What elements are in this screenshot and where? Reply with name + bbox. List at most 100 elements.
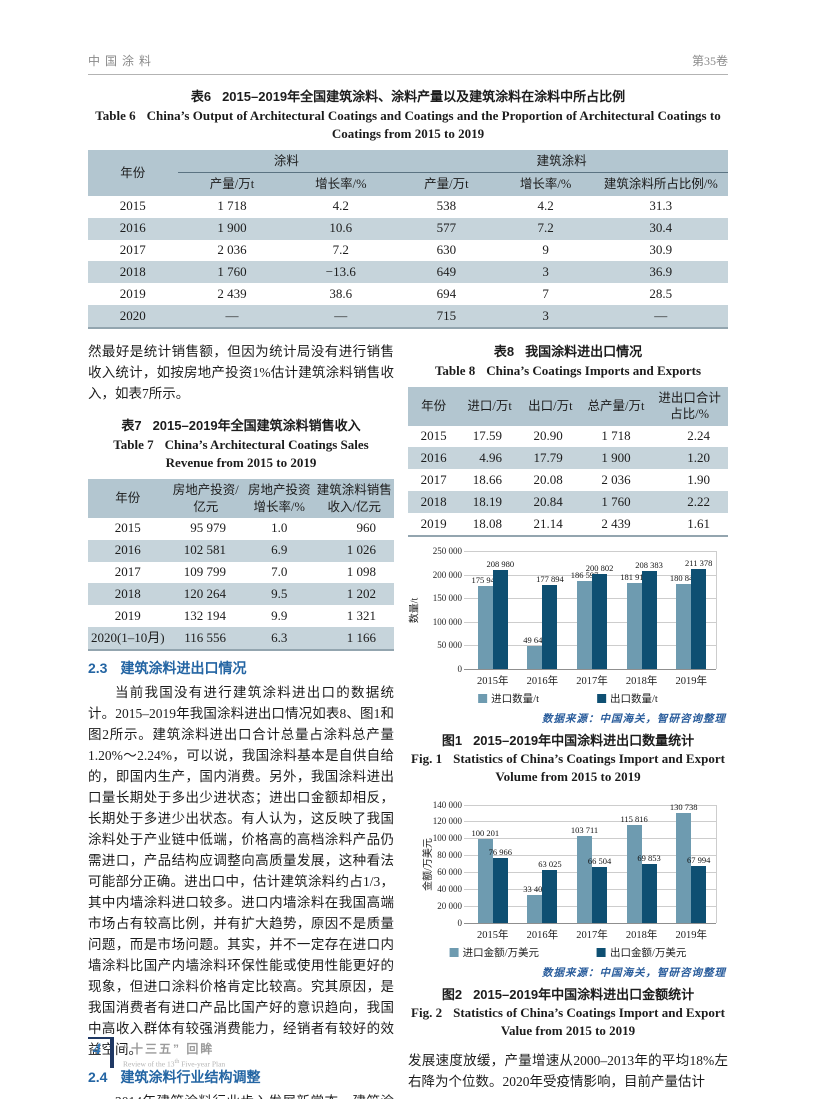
- table6-subheader: 产量/万t: [177, 172, 287, 196]
- bar: [641, 571, 657, 670]
- bar: [592, 866, 607, 923]
- table-cell: 2017: [114, 564, 141, 580]
- bar-value-label: 103 711: [570, 824, 599, 835]
- legend-item: 出口金额/万美元: [597, 945, 686, 960]
- table8-header: 进出口合计占比/%: [651, 387, 728, 426]
- page-number-box: 4: [88, 1037, 114, 1068]
- figure2-label-zh: 图2: [441, 986, 463, 1002]
- table6-title-zh: 2015–2019年全国建筑涂料、涂料产量以及建筑涂料在涂料中所占比例: [222, 89, 626, 104]
- x-tick-label: 2017年: [576, 676, 608, 688]
- table6: 年份 涂料 建筑涂料 产量/万t 增长率/% 产量/万t 增长率/% 建筑涂料所…: [88, 150, 728, 330]
- table8-label-zh: 表8: [493, 344, 515, 360]
- y-tick-label: 100 000: [432, 833, 462, 844]
- legend-swatch-icon: [478, 694, 488, 704]
- table7-header: 房地产投资/亿元: [167, 479, 245, 518]
- bar: [577, 581, 592, 670]
- chart-source-note: 数据来源：中国海关，智研咨询整理: [542, 967, 726, 979]
- bar: [477, 586, 493, 670]
- section-heading-2-4: 2.4 建筑涂料行业结构调整: [88, 1069, 261, 1086]
- table-cell: 28.5: [649, 285, 673, 301]
- table-cell: 17.79: [533, 449, 563, 465]
- gridline: [464, 669, 716, 671]
- x-tick-label: 2016年: [526, 676, 559, 688]
- bar-value-label: 115 816: [620, 813, 648, 824]
- table-cell: 2020(1–10月): [90, 629, 165, 645]
- table-cell: 2017: [420, 471, 447, 487]
- table7-label-zh: 表7: [121, 418, 142, 434]
- table-cell: —: [225, 307, 239, 323]
- figure1-caption-zh: 2015–2019年中国涂料进出口数量统计: [473, 733, 695, 749]
- table-row: 2018 120 264 9.5 1 202: [88, 583, 394, 606]
- table-cell: 2015: [114, 520, 141, 536]
- bar: [492, 570, 508, 670]
- table-cell: 9.9: [271, 607, 288, 623]
- bar-value-label: 181 915: [620, 572, 648, 583]
- y-tick-label: 0: [457, 917, 463, 928]
- table-row: 2016 102 581 6.9 1 026: [88, 539, 394, 562]
- table-cell: 2015: [420, 428, 447, 444]
- table-cell: 30.9: [649, 242, 673, 257]
- x-tick-label: 2018年: [625, 676, 658, 688]
- table-cell: 649: [436, 263, 457, 279]
- table8-title-en: China’s Coatings Imports and Exports: [486, 362, 702, 378]
- table-cell: 2 036: [217, 242, 247, 257]
- y-tick-label: 80 000: [437, 850, 462, 861]
- table-cell: 1 026: [346, 542, 376, 558]
- table-cell: 1.20: [687, 449, 710, 465]
- table-row: 2018 18.19 20.84 1 760 2.22: [408, 491, 728, 514]
- plot-right-border: [716, 551, 717, 670]
- figure1-label-zh: 图1: [441, 733, 463, 749]
- table-row: 2015 1 718 4.2 538 4.2 31.3: [88, 196, 728, 218]
- table-cell: 4.96: [479, 449, 502, 465]
- gridline: [464, 922, 716, 924]
- bar-value-label: 49 643: [523, 635, 547, 646]
- table-cell: —: [654, 307, 668, 323]
- bar: [641, 863, 657, 923]
- bar: [676, 812, 692, 923]
- figure2-caption-en: Statistics of China’s Coatings Import an…: [453, 1004, 725, 1038]
- table-cell: 120 264: [183, 585, 227, 601]
- table-cell: 38.6: [329, 285, 353, 301]
- table7-title-zh: 2015–2019年全国建筑涂料销售收入: [152, 418, 361, 434]
- legend-swatch-icon: [449, 947, 459, 957]
- table-row: 2017 109 799 7.0 1 098: [88, 562, 394, 584]
- bar-value-label: 200 802: [585, 563, 614, 574]
- bar: [527, 646, 543, 670]
- table-cell: 6.9: [271, 542, 288, 558]
- table6-subheader: 增长率/%: [497, 172, 594, 196]
- table8-header: 进口/万t: [459, 387, 520, 426]
- left-column: 然最好是统计销售额，但因为统计局没有进行销售收入统计，如按房地产投资1%估计建筑…: [88, 341, 394, 1099]
- table-row: 2017 2 036 7.2 630 9 30.9: [88, 240, 728, 262]
- gridline: [464, 574, 716, 576]
- table-cell: 694: [436, 285, 457, 301]
- section-heading-2-3: 2.3 建筑涂料进出口情况: [88, 660, 247, 677]
- bar: [477, 838, 493, 923]
- x-tick-label: 2015年: [477, 676, 509, 688]
- footer-title-en: Review of the 13th Five-year Plan: [123, 1058, 226, 1069]
- table7-title: 表7 2015–2019年全国建筑涂料销售收入 Table 7 China’s Ar…: [88, 417, 394, 472]
- table-cell: 1 166: [346, 629, 376, 645]
- table-cell: 132 194: [183, 607, 227, 623]
- legend-swatch-icon: [597, 947, 606, 957]
- table8-label-en: Table 8: [434, 362, 476, 378]
- volume-label: 第35卷: [691, 54, 728, 68]
- table-cell: −13.6: [325, 263, 356, 279]
- legend-label: 出口金额/万美元: [610, 947, 687, 959]
- bar: [592, 574, 607, 670]
- bar-value-label: 180 840: [669, 573, 698, 584]
- table8-header: 总产量/万t: [580, 387, 652, 426]
- bar: [492, 857, 508, 923]
- y-tick-label: 120 000: [432, 816, 462, 827]
- paragraph: 然最好是统计销售额，但因为统计局没有进行销售收入统计，如按房地产投资1%估计建筑…: [88, 344, 394, 402]
- y-tick-label: 100 000: [432, 616, 462, 627]
- table7-header: 房地产投资增长率/%: [244, 479, 315, 518]
- table-cell: —: [334, 307, 348, 323]
- bar-value-label: 76 966: [488, 846, 512, 857]
- table-cell: 30.4: [649, 220, 673, 236]
- y-axis-title: 金额/万美元: [422, 837, 434, 891]
- paragraph: 当前我国没有进行建筑涂料进出口的数据统计。2015–2019年我国涂料进出口情况…: [88, 685, 394, 1058]
- x-tick-label: 2016年: [526, 929, 559, 941]
- legend-label: 出口数量/t: [610, 694, 658, 706]
- table-cell: 10.6: [329, 220, 353, 236]
- table7-header: 建筑涂料销售收入/亿元: [314, 479, 394, 518]
